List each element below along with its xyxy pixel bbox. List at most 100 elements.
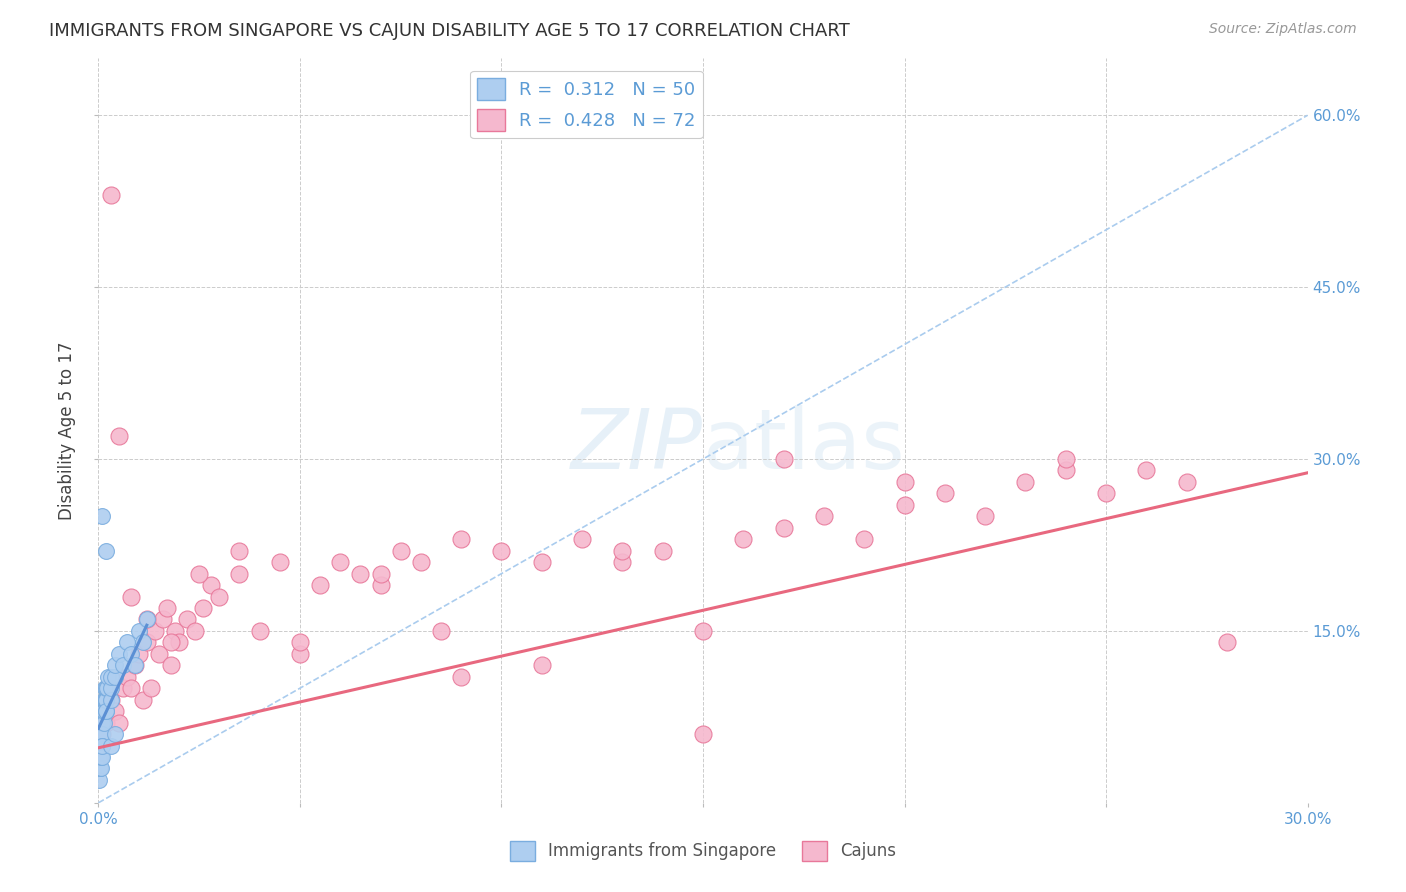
Point bbox=[228, 543, 250, 558]
Point bbox=[94, 692, 117, 706]
Point bbox=[491, 543, 513, 558]
Point bbox=[1054, 452, 1077, 467]
Point bbox=[103, 704, 125, 718]
Point bbox=[893, 475, 915, 489]
Point bbox=[143, 624, 166, 638]
Point bbox=[94, 692, 117, 706]
Point bbox=[111, 658, 134, 673]
Point bbox=[288, 635, 311, 649]
Point bbox=[91, 704, 114, 718]
Point bbox=[91, 715, 114, 730]
Point bbox=[115, 670, 138, 684]
Point bbox=[100, 739, 122, 753]
Point bbox=[89, 772, 111, 787]
Point bbox=[370, 566, 392, 581]
Point bbox=[450, 670, 472, 684]
Point bbox=[90, 750, 112, 764]
Point bbox=[94, 681, 117, 696]
Point bbox=[100, 670, 122, 684]
Point bbox=[91, 727, 114, 741]
Point bbox=[100, 188, 122, 202]
Point bbox=[100, 692, 122, 706]
Legend: Immigrants from Singapore, Cajuns: Immigrants from Singapore, Cajuns bbox=[503, 834, 903, 868]
Point bbox=[120, 590, 142, 604]
Point bbox=[228, 566, 250, 581]
Point bbox=[200, 578, 222, 592]
Point bbox=[430, 624, 453, 638]
Point bbox=[1135, 463, 1157, 477]
Point bbox=[148, 647, 170, 661]
Point bbox=[135, 612, 157, 626]
Point bbox=[97, 670, 120, 684]
Legend: R =  0.312   N = 50, R =  0.428   N = 72: R = 0.312 N = 50, R = 0.428 N = 72 bbox=[470, 70, 703, 138]
Point bbox=[163, 624, 186, 638]
Point bbox=[853, 533, 876, 547]
Point bbox=[733, 533, 755, 547]
Text: atlas: atlas bbox=[703, 405, 904, 486]
Point bbox=[100, 681, 122, 696]
Point bbox=[93, 704, 115, 718]
Point bbox=[692, 727, 714, 741]
Point bbox=[124, 658, 146, 673]
Point bbox=[103, 670, 125, 684]
Point bbox=[89, 761, 111, 775]
Point bbox=[450, 533, 472, 547]
Point bbox=[93, 692, 115, 706]
Point bbox=[132, 635, 155, 649]
Point bbox=[160, 635, 183, 649]
Point bbox=[389, 543, 412, 558]
Point bbox=[91, 727, 114, 741]
Point bbox=[90, 761, 112, 775]
Point bbox=[90, 750, 112, 764]
Point bbox=[120, 647, 142, 661]
Point bbox=[1095, 486, 1118, 500]
Point bbox=[89, 739, 111, 753]
Point bbox=[90, 750, 112, 764]
Point bbox=[135, 612, 157, 626]
Point bbox=[135, 635, 157, 649]
Point bbox=[813, 509, 835, 524]
Point bbox=[132, 692, 155, 706]
Point bbox=[193, 601, 215, 615]
Point bbox=[93, 715, 115, 730]
Point bbox=[91, 704, 114, 718]
Point bbox=[1014, 475, 1036, 489]
Point bbox=[139, 681, 162, 696]
Point bbox=[160, 658, 183, 673]
Point bbox=[96, 704, 118, 718]
Point bbox=[1054, 463, 1077, 477]
Point bbox=[893, 498, 915, 512]
Point bbox=[89, 750, 111, 764]
Point bbox=[91, 715, 114, 730]
Text: IMMIGRANTS FROM SINGAPORE VS CAJUN DISABILITY AGE 5 TO 17 CORRELATION CHART: IMMIGRANTS FROM SINGAPORE VS CAJUN DISAB… bbox=[49, 22, 851, 40]
Point bbox=[530, 555, 553, 569]
Point bbox=[89, 750, 111, 764]
Point bbox=[612, 555, 634, 569]
Point bbox=[94, 704, 117, 718]
Point bbox=[370, 578, 392, 592]
Point bbox=[651, 543, 673, 558]
Point bbox=[772, 521, 794, 535]
Point bbox=[96, 692, 118, 706]
Point bbox=[692, 624, 714, 638]
Point bbox=[612, 543, 634, 558]
Point bbox=[128, 624, 150, 638]
Point bbox=[91, 739, 114, 753]
Point bbox=[107, 429, 129, 443]
Point bbox=[249, 624, 271, 638]
Point bbox=[103, 658, 125, 673]
Point bbox=[115, 635, 138, 649]
Point bbox=[107, 715, 129, 730]
Y-axis label: Disability Age 5 to 17: Disability Age 5 to 17 bbox=[58, 341, 76, 520]
Point bbox=[96, 681, 118, 696]
Point bbox=[100, 692, 122, 706]
Point bbox=[91, 739, 114, 753]
Point bbox=[111, 681, 134, 696]
Point bbox=[288, 647, 311, 661]
Point bbox=[934, 486, 956, 500]
Point bbox=[269, 555, 291, 569]
Point bbox=[349, 566, 371, 581]
Point bbox=[107, 647, 129, 661]
Point bbox=[120, 681, 142, 696]
Point bbox=[124, 658, 146, 673]
